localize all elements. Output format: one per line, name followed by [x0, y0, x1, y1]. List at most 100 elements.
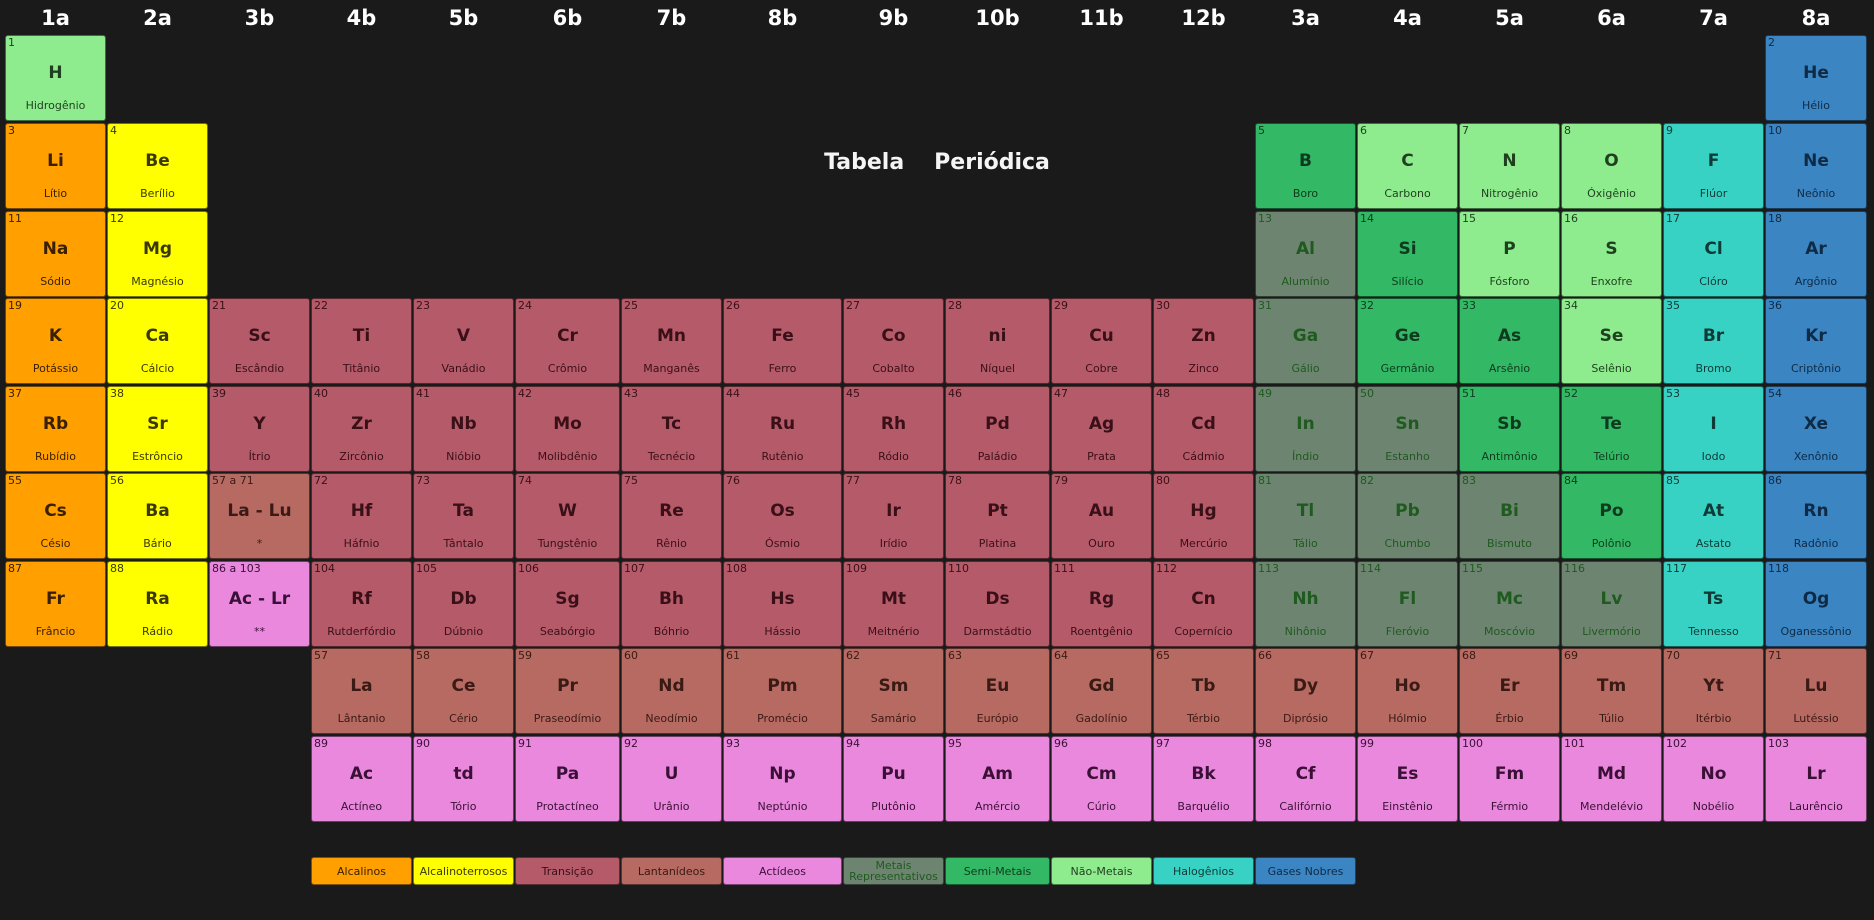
element-cell-mc[interactable]: 115 Mc Moscóvio [1459, 561, 1560, 647]
element-cell-pa[interactable]: 91 Pa Protactíneo [515, 736, 620, 822]
element-cell-as[interactable]: 33 As Arsênio [1459, 298, 1560, 384]
element-cell-pr[interactable]: 59 Pr Praseodímio [515, 648, 620, 734]
element-cell-rh[interactable]: 45 Rh Ródio [843, 386, 944, 472]
element-cell-rg[interactable]: 111 Rg Roentgênio [1051, 561, 1152, 647]
element-cell-pd[interactable]: 46 Pd Paládio [945, 386, 1050, 472]
element-cell-rb[interactable]: 37 Rb Rubídio [5, 386, 106, 472]
element-cell-mt[interactable]: 109 Mt Meitnério [843, 561, 944, 647]
element-cell-o[interactable]: 8 O Óxigênio [1561, 123, 1662, 209]
element-cell-es[interactable]: 99 Es Einstênio [1357, 736, 1458, 822]
element-cell-bi[interactable]: 83 Bi Bismuto [1459, 473, 1560, 559]
element-cell-ag[interactable]: 47 Ag Prata [1051, 386, 1152, 472]
element-cell-cu[interactable]: 29 Cu Cobre [1051, 298, 1152, 384]
element-cell-sr[interactable]: 38 Sr Estrôncio [107, 386, 208, 472]
element-cell-ca[interactable]: 20 Ca Cálcio [107, 298, 208, 384]
element-cell-cs[interactable]: 55 Cs Césio [5, 473, 106, 559]
element-cell-mn[interactable]: 25 Mn Manganês [621, 298, 722, 384]
element-cell-li[interactable]: 3 Li Lítio [5, 123, 106, 209]
element-cell-ni[interactable]: 28 ni Níquel [945, 298, 1050, 384]
element-cell-tb[interactable]: 65 Tb Térbio [1153, 648, 1254, 734]
element-cell-w[interactable]: 74 W Tungstênio [515, 473, 620, 559]
element-cell-i[interactable]: 53 I Iodo [1663, 386, 1764, 472]
element-cell-lr[interactable]: 103 Lr Laurêncio [1765, 736, 1867, 822]
element-cell-la[interactable]: 57 La Lântanio [311, 648, 412, 734]
element-cell-fl[interactable]: 114 Fl Fleróvio [1357, 561, 1458, 647]
element-cell-b[interactable]: 5 B Boro [1255, 123, 1356, 209]
element-cell-cm[interactable]: 96 Cm Cúrio [1051, 736, 1152, 822]
element-cell-ra[interactable]: 88 Ra Rádio [107, 561, 208, 647]
element-cell-ta[interactable]: 73 Ta Tântalo [413, 473, 514, 559]
element-cell-cf[interactable]: 98 Cf Califórnio [1255, 736, 1356, 822]
element-cell-pm[interactable]: 61 Pm Promécio [723, 648, 842, 734]
legend-item-metalloid[interactable]: Semi-Metais [945, 857, 1050, 885]
element-cell-ba[interactable]: 56 Ba Bário [107, 473, 208, 559]
element-cell-si[interactable]: 14 Si Silício [1357, 211, 1458, 297]
legend-item-lanthanide[interactable]: Lantanídeos [621, 857, 722, 885]
element-cell-ne[interactable]: 10 Ne Neônio [1765, 123, 1867, 209]
element-cell-np[interactable]: 93 Np Neptúnio [723, 736, 842, 822]
element-cell-ho[interactable]: 67 Ho Hólmio [1357, 648, 1458, 734]
element-cell-re[interactable]: 75 Re Rênio [621, 473, 722, 559]
element-cell-se[interactable]: 34 Se Selênio [1561, 298, 1662, 384]
element-cell-k[interactable]: 19 K Potássio [5, 298, 106, 384]
element-cell-s[interactable]: 16 S Enxofre [1561, 211, 1662, 297]
element-cell-ga[interactable]: 31 Ga Gálio [1255, 298, 1356, 384]
element-cell-ds[interactable]: 110 Ds Darmstádtio [945, 561, 1050, 647]
element-cell-sg[interactable]: 106 Sg Seabórgio [515, 561, 620, 647]
element-cell-cd[interactable]: 48 Cd Cádmio [1153, 386, 1254, 472]
element-cell-dy[interactable]: 66 Dy Diprósio [1255, 648, 1356, 734]
element-cell-td[interactable]: 90 td Tório [413, 736, 514, 822]
element-cell-fm[interactable]: 100 Fm Férmio [1459, 736, 1560, 822]
element-cell-gd[interactable]: 64 Gd Gadolínio [1051, 648, 1152, 734]
element-cell-br[interactable]: 35 Br Bromo [1663, 298, 1764, 384]
legend-item-transition[interactable]: Transição [515, 857, 620, 885]
element-cell-c[interactable]: 6 C Carbono [1357, 123, 1458, 209]
element-cell-ts[interactable]: 117 Ts Tennesso [1663, 561, 1764, 647]
element-cell-no[interactable]: 102 No Nobélio [1663, 736, 1764, 822]
element-cell-be[interactable]: 4 Be Berílio [107, 123, 208, 209]
element-cell-cr[interactable]: 24 Cr Crômio [515, 298, 620, 384]
element-cell-lu[interactable]: 71 Lu Lutéssio [1765, 648, 1867, 734]
element-cell-sc[interactable]: 21 Sc Escândio [209, 298, 310, 384]
legend-item-noble[interactable]: Gases Nobres [1255, 857, 1356, 885]
element-cell-v[interactable]: 23 V Vanádio [413, 298, 514, 384]
element-cell-rf[interactable]: 104 Rf Rutderfórdio [311, 561, 412, 647]
legend-item-actinide[interactable]: Actídeos [723, 857, 842, 885]
element-cell-al[interactable]: 13 Al Alumínio [1255, 211, 1356, 297]
element-cell-eu[interactable]: 63 Eu Európio [945, 648, 1050, 734]
element-cell-cl[interactable]: 17 Cl Clóro [1663, 211, 1764, 297]
element-cell-f[interactable]: 9 F Flúor [1663, 123, 1764, 209]
element-cell-n[interactable]: 7 N Nitrogênio [1459, 123, 1560, 209]
legend-item-alkaline[interactable]: Alcalinoterrosos [413, 857, 514, 885]
element-cell-tc[interactable]: 43 Tc Tecnécio [621, 386, 722, 472]
element-cell-mo[interactable]: 42 Mo Molibdênio [515, 386, 620, 472]
element-cell-h[interactable]: 1 H Hidrogênio [5, 35, 106, 121]
element-cell-y[interactable]: 39 Y Ítrio [209, 386, 310, 472]
element-cell-kr[interactable]: 36 Kr Criptônio [1765, 298, 1867, 384]
legend-item-alkali[interactable]: Alcalinos [311, 857, 412, 885]
element-cell-p[interactable]: 15 P Fósforo [1459, 211, 1560, 297]
element-cell-os[interactable]: 76 Os Ósmio [723, 473, 842, 559]
element-cell-am[interactable]: 95 Am Amércio [945, 736, 1050, 822]
element-cell-xe[interactable]: 54 Xe Xenônio [1765, 386, 1867, 472]
element-cell-ac[interactable]: 89 Ac Actíneo [311, 736, 412, 822]
element-cell-in[interactable]: 49 In Índio [1255, 386, 1356, 472]
element-cell-fr[interactable]: 87 Fr Frâncio [5, 561, 106, 647]
element-cell-bh[interactable]: 107 Bh Bóhrio [621, 561, 722, 647]
element-cell-ge[interactable]: 32 Ge Germânio [1357, 298, 1458, 384]
element-cell-nh[interactable]: 113 Nh Nihônio [1255, 561, 1356, 647]
element-cell-nb[interactable]: 41 Nb Nióbio [413, 386, 514, 472]
element-cell-co[interactable]: 27 Co Cobalto [843, 298, 944, 384]
element-cell-ac-lr[interactable]: 86 a 103 Ac - Lr ** [209, 561, 310, 647]
element-cell-ru[interactable]: 44 Ru Rutênio [723, 386, 842, 472]
element-cell-po[interactable]: 84 Po Polônio [1561, 473, 1662, 559]
element-cell-tm[interactable]: 69 Tm Túlio [1561, 648, 1662, 734]
element-cell-tl[interactable]: 81 Tl Tálio [1255, 473, 1356, 559]
legend-item-post[interactable]: Metais Representativos [843, 857, 944, 885]
legend-item-nonmetal[interactable]: Não-Metais [1051, 857, 1152, 885]
element-cell-te[interactable]: 52 Te Telúrio [1561, 386, 1662, 472]
element-cell-ar[interactable]: 18 Ar Argônio [1765, 211, 1867, 297]
element-cell-og[interactable]: 118 Og Oganessônio [1765, 561, 1867, 647]
element-cell-lv[interactable]: 116 Lv Livermório [1561, 561, 1662, 647]
element-cell-fe[interactable]: 26 Fe Ferro [723, 298, 842, 384]
